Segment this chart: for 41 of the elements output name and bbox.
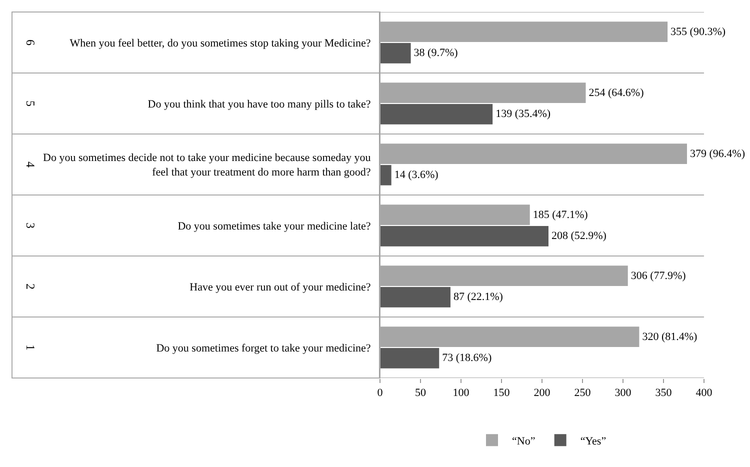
bar — [380, 226, 548, 246]
legend-label: “No” — [512, 435, 536, 448]
bar — [380, 104, 493, 124]
text: 3 — [24, 222, 38, 228]
x-tick-label: 100 — [452, 387, 470, 400]
data-label: 355 (90.3%) — [670, 26, 726, 38]
data-label: 185 (47.1%) — [532, 208, 588, 221]
text: 4 — [24, 162, 38, 168]
text: 2 — [24, 284, 38, 290]
y-tick-label: Do you sometimes decide not to take your medicine because someday you feel that your treatment do more harm than good? — [43, 152, 372, 178]
data-label: 87 (22.1%) — [453, 291, 504, 304]
x-tick-label: 400 — [696, 387, 713, 400]
x-tick-label: 300 — [614, 387, 632, 400]
data-label: 306 (77.9%) — [630, 270, 686, 282]
x-tick-label: 150 — [493, 387, 510, 400]
data-label: 14 (3.6%) — [394, 169, 439, 182]
data-label: 254 (64.6%) — [588, 86, 644, 99]
text: 5 — [24, 100, 38, 106]
y-tick-label: Do you sometimes take your medicine late? — [178, 220, 371, 232]
x-tick-label: 0 — [377, 387, 384, 400]
text: 6 — [24, 40, 38, 46]
y-tick-label: Have you ever run out of your medicine? — [190, 281, 371, 294]
legend-label: “Yes” — [580, 435, 606, 448]
text: 1 — [24, 344, 38, 350]
x-tick-label: 200 — [534, 387, 551, 400]
data-label: 379 (96.4%) — [690, 148, 746, 160]
y-tick-label: Do you sometimes forget to take your medicine? — [156, 342, 371, 354]
data-label: 38 (9.7%) — [414, 47, 458, 60]
bar — [380, 348, 440, 368]
data-label: 208 (52.9%) — [551, 230, 607, 242]
x-tick-label: 350 — [655, 387, 672, 400]
x-tick-label: 250 — [574, 387, 592, 400]
bar — [380, 287, 450, 308]
bar — [380, 165, 392, 186]
x-tick-label: 50 — [415, 387, 426, 400]
bar — [380, 43, 411, 64]
data-label: 320 (81.4%) — [642, 330, 698, 343]
y-tick-label: When you feel better, do you sometimes stop taking your Medicine? — [70, 37, 371, 50]
data-label: 73 (18.6%) — [442, 352, 492, 364]
y-tick-label: Do you think that you have too many pills to take? — [148, 98, 371, 110]
data-label: 139 (35.4%) — [496, 108, 551, 120]
